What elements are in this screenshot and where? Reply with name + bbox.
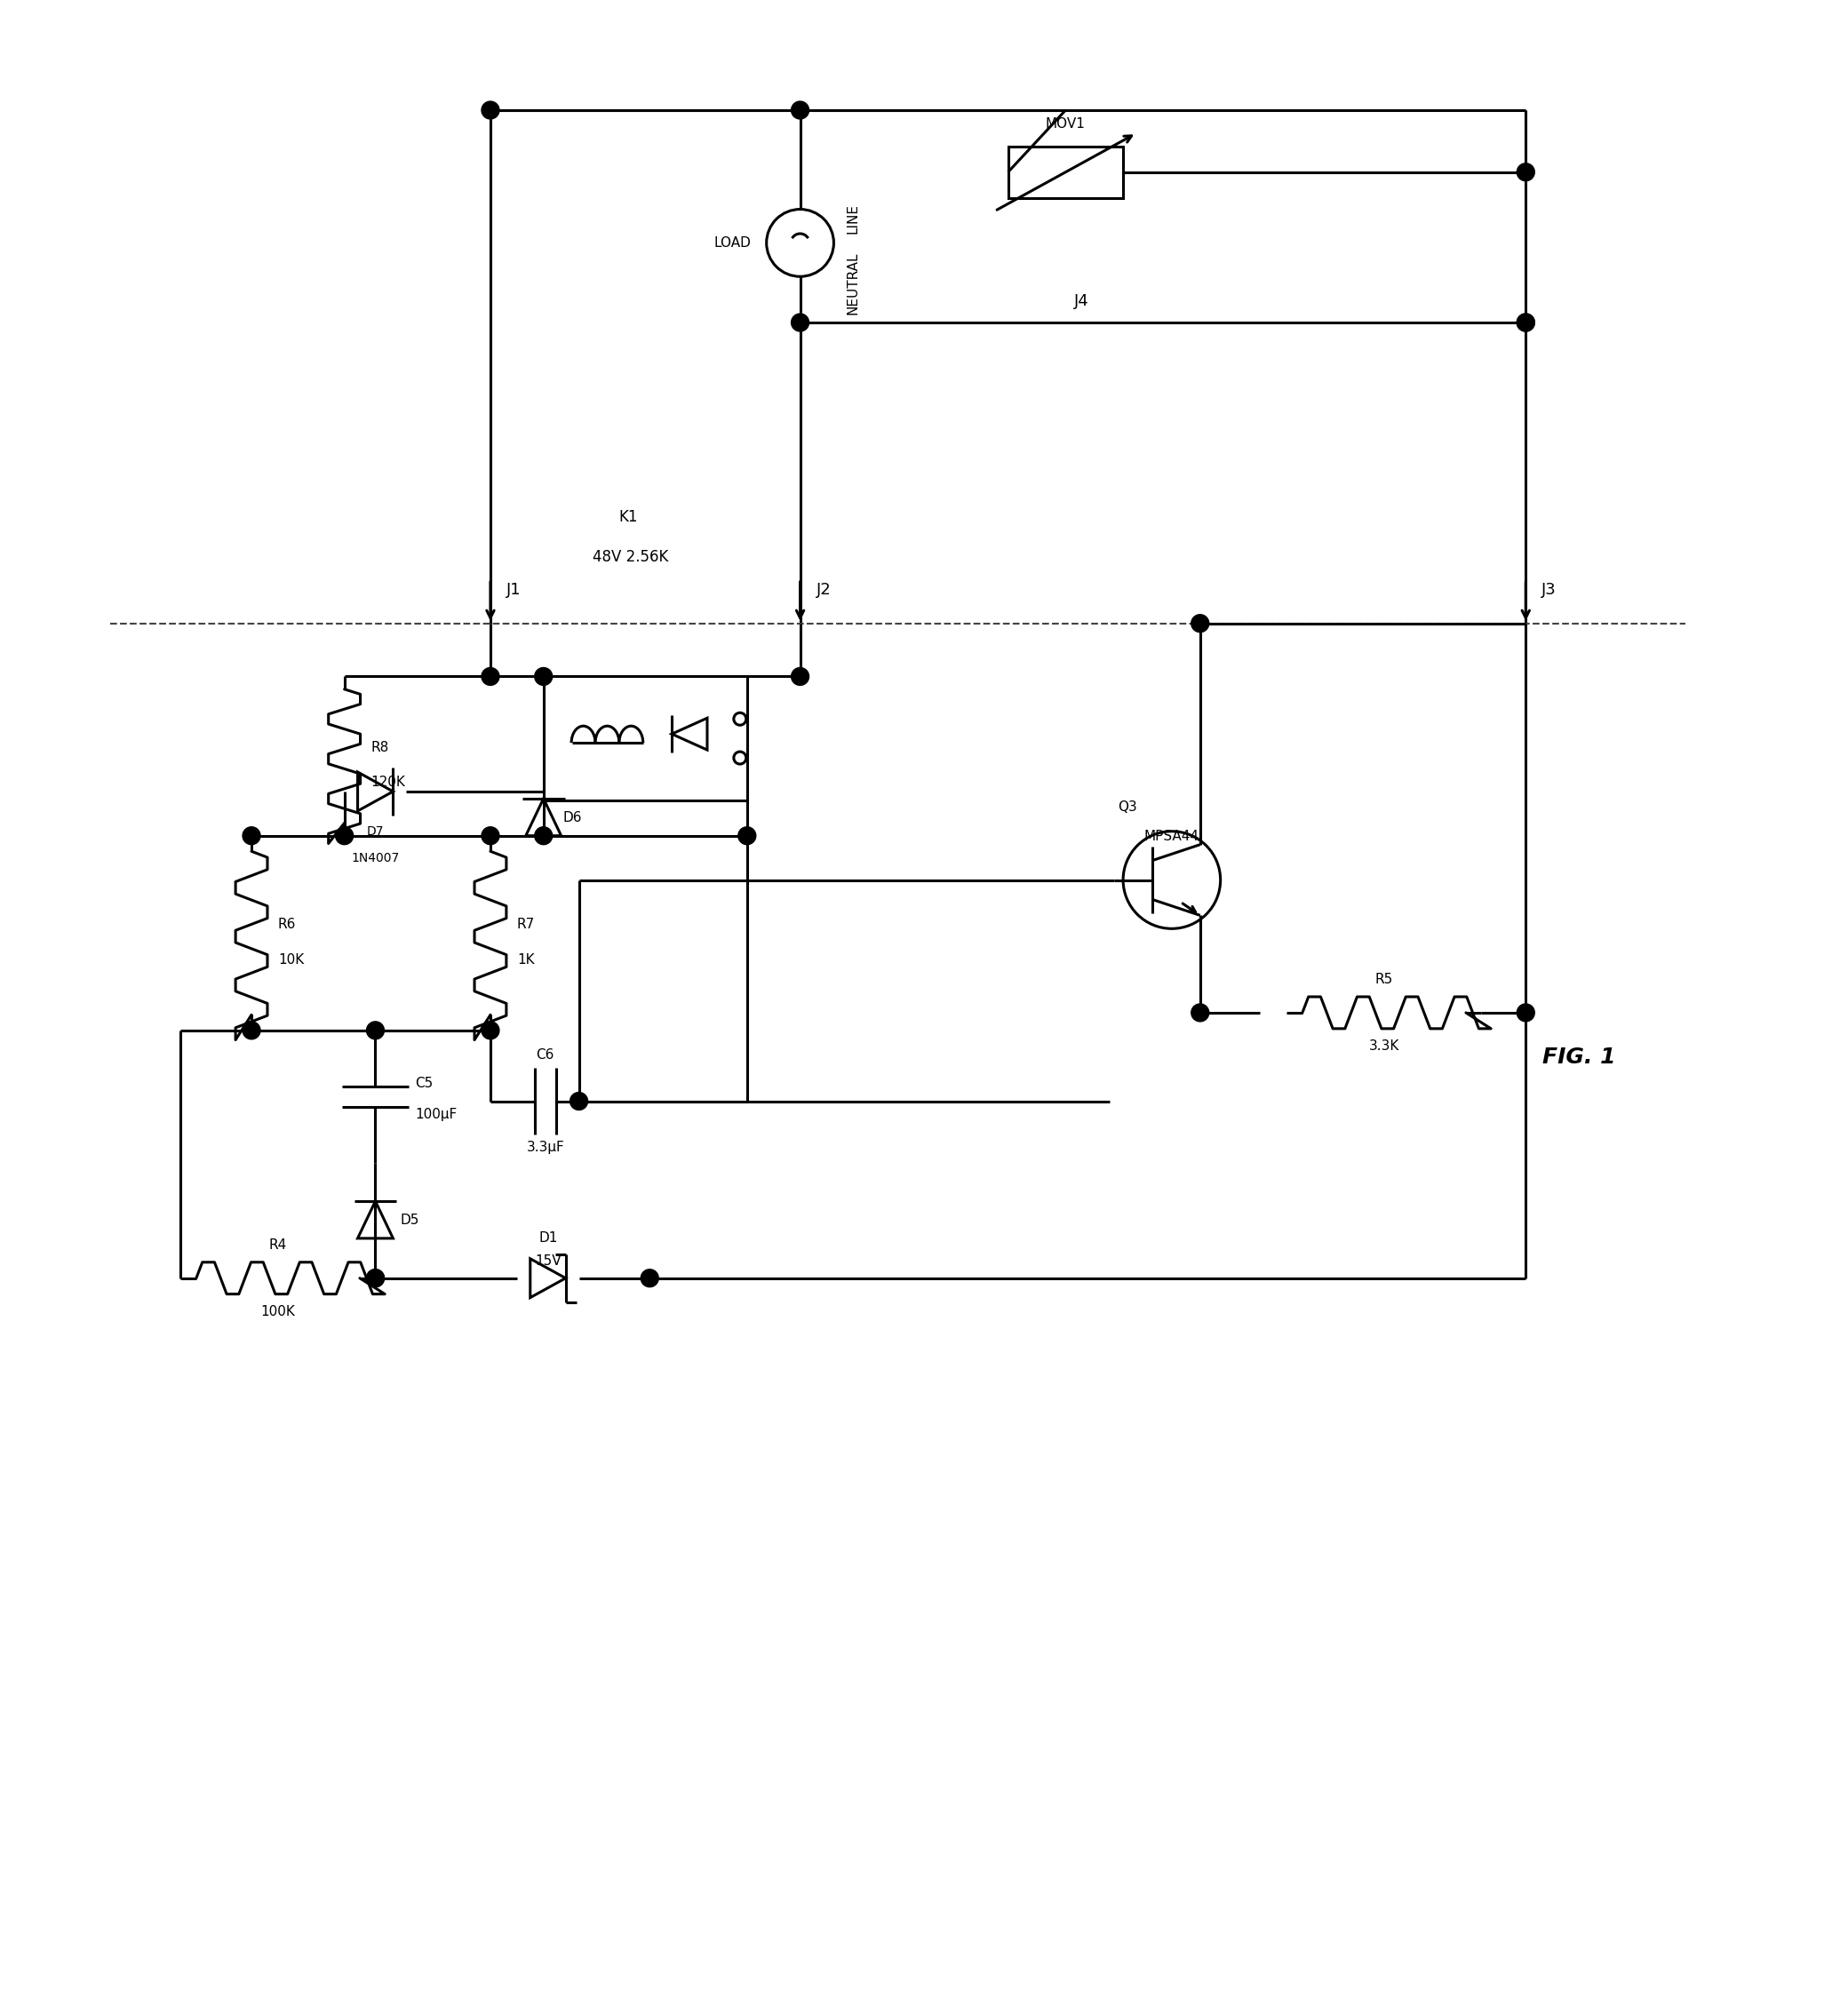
Text: K1: K1	[619, 509, 638, 525]
Circle shape	[482, 828, 499, 844]
Circle shape	[1517, 1003, 1534, 1021]
Text: J2: J2	[817, 581, 832, 597]
Text: MPSA44: MPSA44	[1144, 830, 1199, 844]
Text: R5: R5	[1375, 973, 1393, 987]
Text: 48V 2.56K: 48V 2.56K	[591, 549, 667, 565]
Circle shape	[1517, 163, 1534, 181]
Circle shape	[1517, 314, 1534, 332]
Circle shape	[791, 667, 809, 685]
Circle shape	[1517, 314, 1534, 332]
Text: C6: C6	[536, 1049, 554, 1061]
Text: 3.3μF: 3.3μF	[527, 1140, 564, 1154]
Text: D5: D5	[401, 1214, 419, 1228]
Text: 3.3K: 3.3K	[1369, 1039, 1399, 1053]
Text: C5: C5	[416, 1077, 432, 1091]
Text: D6: D6	[564, 812, 582, 824]
Text: 120K: 120K	[371, 776, 405, 790]
Text: MOV1: MOV1	[1046, 117, 1085, 131]
Text: J1: J1	[506, 581, 521, 597]
Circle shape	[482, 1021, 499, 1039]
Text: D1: D1	[538, 1232, 558, 1244]
Circle shape	[366, 1270, 384, 1288]
Circle shape	[534, 828, 553, 844]
Circle shape	[791, 314, 809, 332]
Text: 15V: 15V	[534, 1254, 562, 1268]
Text: NEUTRAL: NEUTRAL	[846, 253, 859, 314]
Text: 100μF: 100μF	[416, 1108, 456, 1120]
Circle shape	[1192, 615, 1209, 633]
Text: R6: R6	[277, 917, 296, 931]
Circle shape	[242, 828, 261, 844]
Circle shape	[641, 1270, 658, 1288]
Text: R4: R4	[270, 1238, 286, 1252]
Circle shape	[482, 667, 499, 685]
Text: Q3: Q3	[1118, 800, 1137, 814]
Text: D7: D7	[366, 826, 384, 838]
Text: FIG. 1: FIG. 1	[1543, 1047, 1615, 1067]
Circle shape	[1192, 1003, 1209, 1021]
Circle shape	[366, 1270, 384, 1288]
Text: J3: J3	[1541, 581, 1556, 597]
Circle shape	[534, 667, 553, 685]
Circle shape	[336, 828, 353, 844]
Text: 1N4007: 1N4007	[351, 852, 399, 864]
Text: R7: R7	[517, 917, 534, 931]
Circle shape	[791, 101, 809, 119]
Text: 10K: 10K	[277, 953, 305, 967]
Bar	[543, 677, 747, 800]
Bar	[1007, 147, 1124, 197]
Text: R8: R8	[371, 740, 388, 754]
Text: LOAD: LOAD	[713, 237, 752, 249]
Circle shape	[242, 1021, 261, 1039]
Text: 100K: 100K	[261, 1305, 296, 1317]
Text: LINE: LINE	[846, 203, 859, 235]
Circle shape	[569, 1093, 588, 1110]
Circle shape	[366, 1021, 384, 1039]
Text: J4: J4	[1074, 293, 1088, 308]
Circle shape	[737, 828, 756, 844]
Circle shape	[482, 101, 499, 119]
Text: 1K: 1K	[517, 953, 534, 967]
